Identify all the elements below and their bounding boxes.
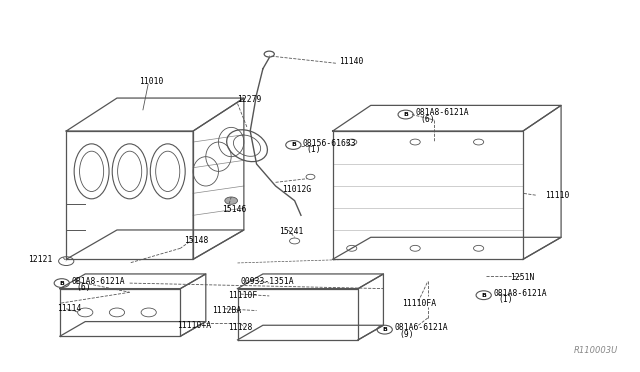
- Text: 1112BA: 1112BA: [212, 306, 241, 315]
- Text: 081A6-6121A: 081A6-6121A: [394, 323, 448, 332]
- Text: (1): (1): [499, 295, 513, 304]
- Text: 0B1A8-6121A: 0B1A8-6121A: [71, 277, 125, 286]
- Text: B: B: [382, 327, 387, 332]
- Text: 11114: 11114: [57, 304, 81, 313]
- Text: R110003U: R110003U: [574, 346, 618, 355]
- Text: 15241: 15241: [279, 227, 303, 236]
- Text: 11110FA: 11110FA: [403, 299, 436, 308]
- Text: 1251N: 1251N: [510, 273, 534, 282]
- Text: (6): (6): [76, 283, 91, 292]
- Text: (9): (9): [399, 330, 414, 339]
- Text: 11140: 11140: [339, 57, 364, 66]
- Text: (1): (1): [306, 145, 321, 154]
- Text: 11110F: 11110F: [228, 291, 257, 301]
- Text: B: B: [60, 280, 64, 286]
- Text: 12279: 12279: [237, 95, 262, 105]
- Text: (6): (6): [420, 115, 435, 124]
- Text: 15146: 15146: [221, 205, 246, 214]
- Text: 12121: 12121: [28, 255, 52, 264]
- Text: 11128: 11128: [228, 323, 252, 331]
- Text: 11110+A: 11110+A: [177, 321, 211, 330]
- Text: 11012G: 11012G: [282, 185, 311, 194]
- Text: B: B: [481, 293, 486, 298]
- Text: 00933-1351A: 00933-1351A: [241, 277, 294, 286]
- Circle shape: [225, 197, 237, 204]
- Text: 081A8-6121A: 081A8-6121A: [493, 289, 547, 298]
- Text: 08156-61633: 08156-61633: [303, 139, 356, 148]
- Text: B: B: [403, 112, 408, 117]
- Text: 11110: 11110: [545, 191, 570, 200]
- Text: B: B: [291, 142, 296, 147]
- Text: 081A8-6121A: 081A8-6121A: [415, 108, 468, 117]
- Text: 11010: 11010: [139, 77, 164, 86]
- Text: 15148: 15148: [184, 237, 208, 246]
